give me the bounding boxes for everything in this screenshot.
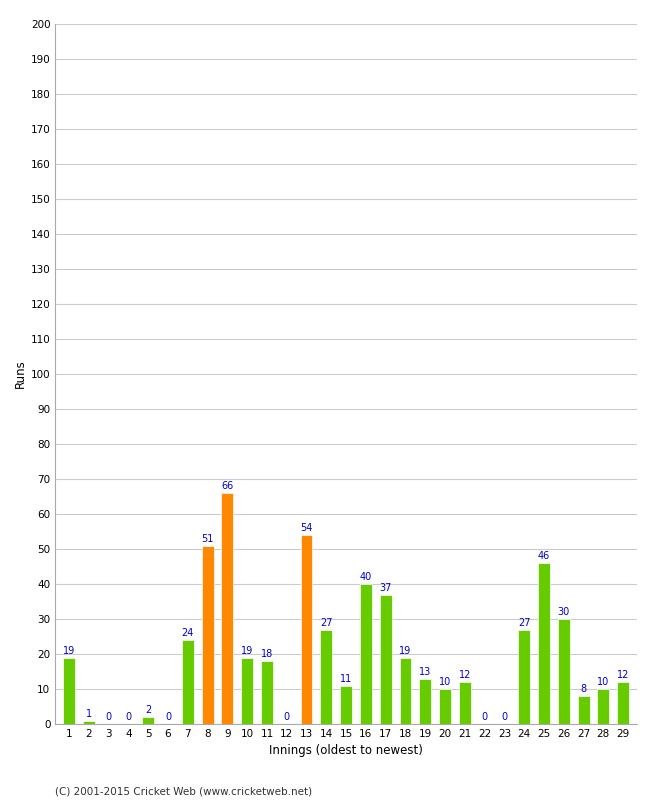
Bar — [400, 658, 411, 724]
Text: 10: 10 — [439, 678, 451, 687]
Bar — [83, 721, 95, 724]
Text: 13: 13 — [419, 666, 432, 677]
Text: 12: 12 — [617, 670, 629, 680]
Text: 27: 27 — [518, 618, 530, 628]
Text: 0: 0 — [105, 712, 112, 722]
Bar — [222, 493, 233, 724]
Text: 66: 66 — [221, 482, 233, 491]
Bar — [578, 696, 590, 724]
Bar — [202, 546, 214, 724]
Bar — [142, 717, 154, 724]
Text: 19: 19 — [399, 646, 411, 656]
Bar — [597, 689, 609, 724]
Bar — [459, 682, 471, 724]
Text: 27: 27 — [320, 618, 333, 628]
Text: 10: 10 — [597, 678, 610, 687]
Text: 54: 54 — [300, 523, 313, 534]
Bar — [380, 594, 392, 724]
Text: 30: 30 — [558, 607, 570, 618]
Bar — [518, 630, 530, 724]
Text: (C) 2001-2015 Cricket Web (www.cricketweb.net): (C) 2001-2015 Cricket Web (www.cricketwe… — [55, 786, 313, 796]
Text: 46: 46 — [538, 551, 550, 562]
Bar — [439, 689, 451, 724]
Bar — [300, 535, 313, 724]
Y-axis label: Runs: Runs — [14, 360, 27, 388]
Text: 24: 24 — [181, 628, 194, 638]
Text: 37: 37 — [380, 582, 392, 593]
Bar — [558, 619, 569, 724]
Bar — [618, 682, 629, 724]
Text: 11: 11 — [340, 674, 352, 684]
Bar — [182, 640, 194, 724]
Text: 40: 40 — [360, 572, 372, 582]
Text: 0: 0 — [482, 712, 488, 722]
Bar — [241, 658, 253, 724]
Bar — [360, 584, 372, 724]
Text: 51: 51 — [202, 534, 214, 544]
Bar — [340, 686, 352, 724]
Text: 8: 8 — [580, 684, 587, 694]
Text: 12: 12 — [459, 670, 471, 680]
Text: 1: 1 — [86, 709, 92, 718]
Text: 2: 2 — [145, 706, 151, 715]
Text: 18: 18 — [261, 650, 273, 659]
Text: 0: 0 — [165, 712, 171, 722]
Bar — [261, 661, 273, 724]
Text: 0: 0 — [501, 712, 508, 722]
Text: 19: 19 — [63, 646, 75, 656]
Bar — [419, 678, 431, 724]
Bar — [538, 563, 550, 724]
Text: 0: 0 — [283, 712, 290, 722]
Bar — [320, 630, 332, 724]
Bar — [63, 658, 75, 724]
Text: 19: 19 — [241, 646, 254, 656]
X-axis label: Innings (oldest to newest): Innings (oldest to newest) — [269, 745, 423, 758]
Text: 0: 0 — [125, 712, 131, 722]
